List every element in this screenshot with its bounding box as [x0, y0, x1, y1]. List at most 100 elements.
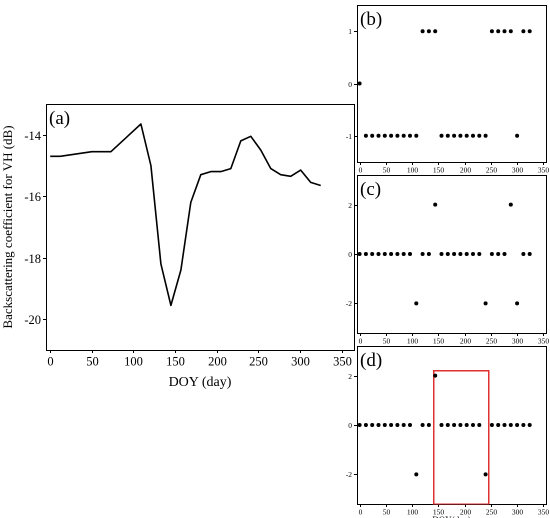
data-point [408, 423, 412, 427]
data-point [401, 252, 406, 256]
data-point [401, 133, 406, 138]
data-point [483, 472, 488, 477]
x-tick-label: 0 [47, 355, 53, 369]
data-point [527, 29, 532, 34]
data-point [389, 252, 394, 256]
x-tick-label: 0 [359, 337, 363, 346]
data-point [521, 423, 526, 427]
x-tick-label: 0 [359, 508, 363, 517]
data-point [527, 423, 532, 427]
y-tick-label: -14 [24, 129, 41, 143]
highlight-box [432, 370, 490, 505]
data-point [414, 301, 419, 306]
y-axis-title: Backscattering coefficient for VH (dB) [0, 125, 15, 328]
data-point [502, 423, 507, 427]
data-point [370, 423, 375, 427]
data-point [502, 29, 507, 34]
data-point [376, 133, 381, 138]
data-point [458, 133, 463, 138]
data-point [382, 252, 387, 256]
x-tick-label: 100 [124, 355, 143, 369]
x-tick-label: 100 [407, 337, 419, 346]
data-point [483, 301, 488, 306]
x-tick-label: 200 [460, 508, 472, 517]
y-tick-label: 0 [348, 80, 352, 89]
data-point [439, 133, 444, 138]
series-line [50, 123, 321, 307]
y-tick-label: 0 [348, 421, 352, 430]
y-tick-label: 0 [348, 250, 352, 259]
data-point [376, 423, 381, 427]
data-point [445, 252, 450, 256]
data-point [376, 252, 381, 256]
x-tick-label: 100 [407, 508, 419, 517]
data-point [363, 252, 368, 256]
panel-label-b: (b) [360, 9, 382, 30]
data-point [408, 252, 412, 256]
data-point [433, 202, 438, 207]
data-point [426, 252, 431, 256]
data-point [521, 29, 526, 34]
data-point [414, 472, 419, 477]
data-point [357, 252, 362, 256]
data-point [445, 133, 450, 138]
x-tick-label: 250 [249, 355, 268, 369]
plot-frame-c [357, 175, 547, 334]
data-point [515, 133, 520, 138]
data-point [452, 252, 457, 256]
data-point [395, 423, 400, 427]
x-tick-label: 350 [538, 508, 550, 517]
x-tick-label: 200 [208, 355, 227, 369]
data-point [389, 133, 394, 138]
plot-frame-a [46, 104, 355, 351]
data-point [420, 423, 425, 427]
data-point [489, 252, 494, 256]
x-tick-label: 350 [333, 355, 352, 369]
x-tick-label: 150 [433, 508, 445, 517]
data-point [464, 423, 469, 427]
data-point [445, 423, 450, 427]
panel-c: 0 50 100 150 200 250 300 350 2 0 -2 (c) [346, 175, 549, 346]
x-tick-label: 150 [433, 166, 445, 175]
data-point [477, 133, 482, 138]
data-point [426, 423, 431, 427]
data-point [471, 252, 475, 256]
data-point [483, 133, 488, 138]
data-point [508, 423, 513, 427]
data-point [363, 133, 368, 138]
x-tick-label: 300 [512, 337, 524, 346]
y-tick-label: -16 [24, 190, 41, 204]
data-point [496, 29, 501, 34]
plot-frame-b [357, 5, 547, 163]
y-tick-label: 2 [348, 201, 352, 210]
data-point [401, 423, 406, 427]
y-tick-label: 1 [348, 27, 352, 36]
data-point [408, 133, 412, 138]
x-tick-label: 300 [512, 508, 524, 517]
data-point [439, 423, 444, 427]
data-point [477, 423, 482, 427]
x-tick-label: 250 [486, 166, 498, 175]
data-point [389, 423, 394, 427]
data-point [527, 252, 532, 256]
y-tick-label: -1 [346, 132, 352, 141]
x-tick-label: 150 [433, 337, 445, 346]
x-tick-label: 300 [291, 355, 310, 369]
data-point [395, 252, 400, 256]
x-tick-label: 50 [383, 166, 391, 175]
data-point [489, 423, 494, 427]
data-point [452, 423, 457, 427]
data-point [508, 29, 513, 34]
x-tick-label: 50 [86, 355, 99, 369]
data-point [521, 252, 526, 256]
x-tick-label: 350 [538, 166, 550, 175]
data-point [357, 423, 362, 427]
panel-label-a: (a) [49, 108, 70, 129]
x-axis-title: DOY (day) [169, 375, 232, 390]
y-tick-label: -2 [346, 470, 352, 479]
x-tick-label: 250 [486, 337, 498, 346]
x-tick-label: 100 [407, 166, 419, 175]
data-point [395, 133, 400, 138]
x-axis-title: DOY(day) [432, 515, 471, 518]
